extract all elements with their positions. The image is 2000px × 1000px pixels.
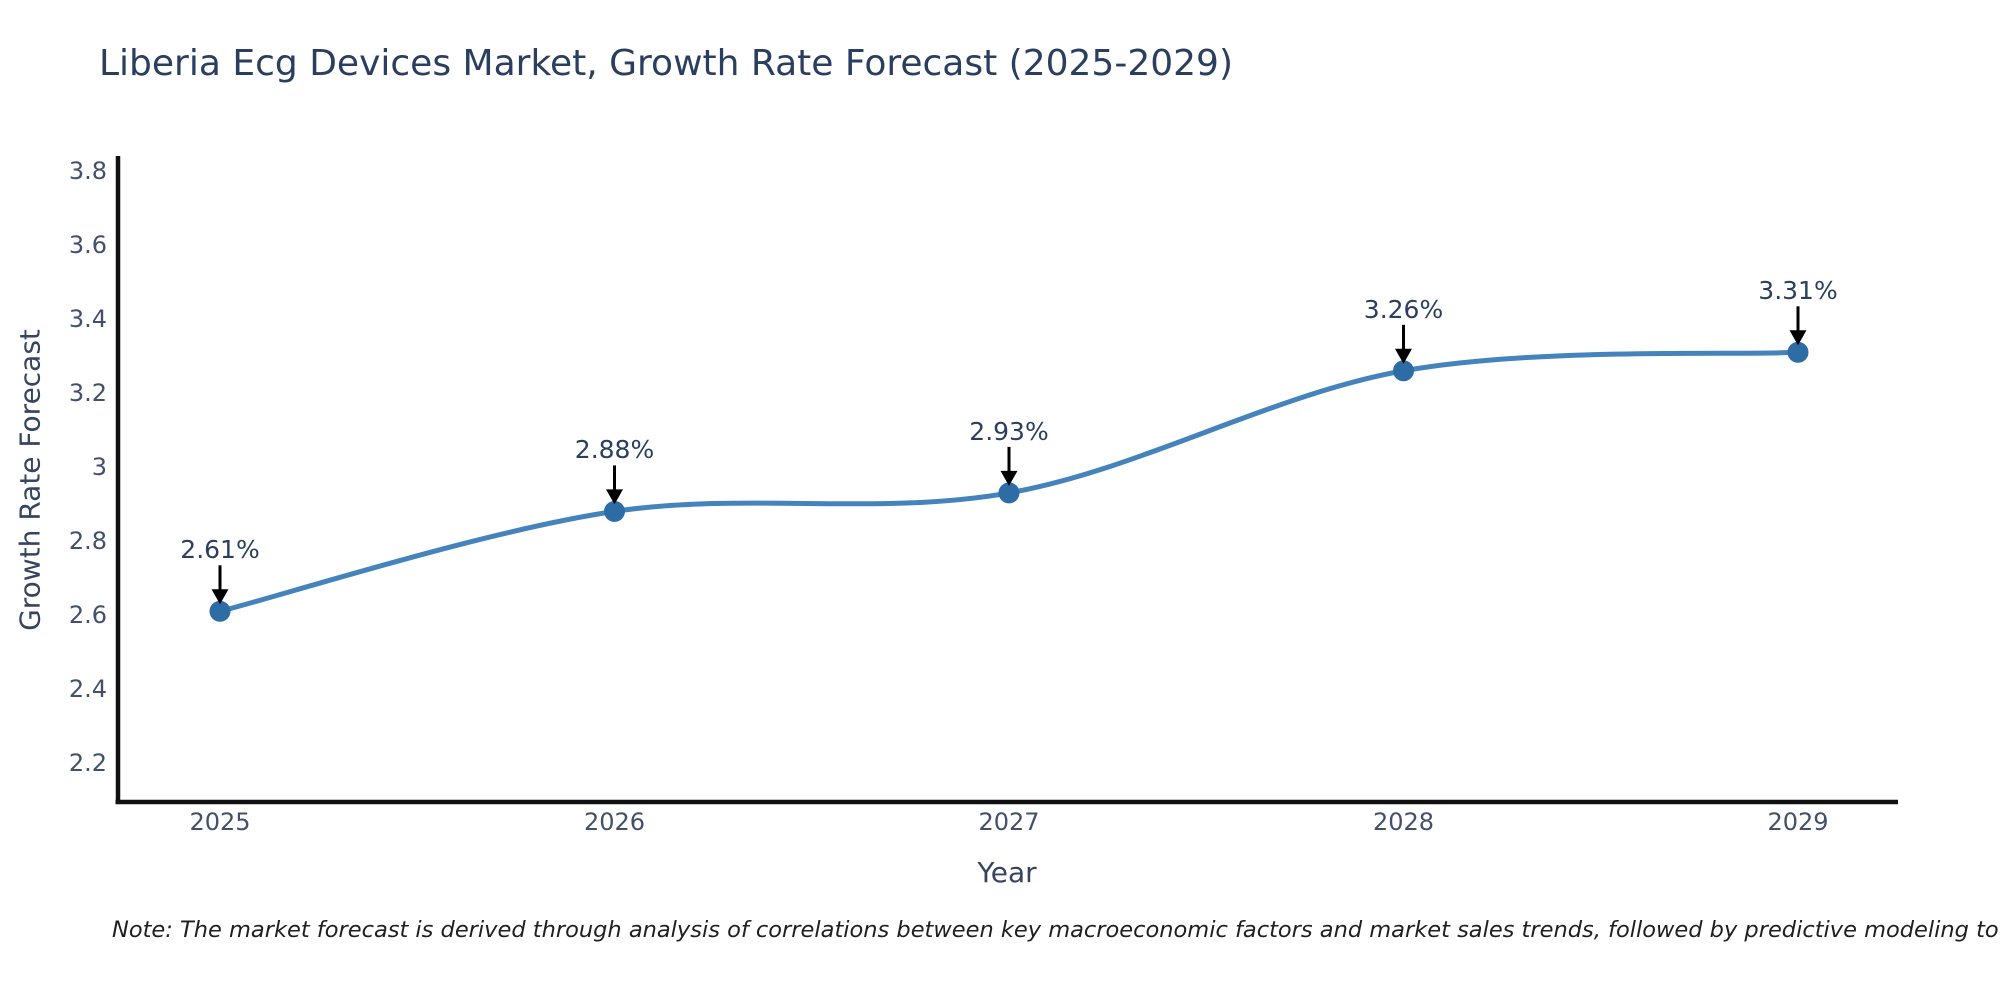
data-point-marker bbox=[1787, 341, 1809, 363]
axes bbox=[115, 156, 1898, 805]
data-point-value-label: 2.61% bbox=[180, 535, 260, 565]
data-point-value-label: 2.93% bbox=[969, 416, 1049, 446]
annotation-arrowhead-icon bbox=[1000, 470, 1018, 486]
x-axis-title: Year bbox=[977, 856, 1037, 889]
y-tick-label: 3.2 bbox=[68, 379, 107, 407]
y-tick-label: 2.4 bbox=[68, 675, 107, 703]
y-tick-label: 3 bbox=[91, 453, 107, 481]
line-series bbox=[209, 341, 1809, 622]
footnote: Note: The market forecast is derived thr… bbox=[112, 917, 2000, 943]
annotation-arrowhead-icon bbox=[1395, 348, 1412, 364]
data-point-marker bbox=[998, 482, 1020, 504]
data-point-marker bbox=[1393, 360, 1414, 382]
y-tick-label: 2.2 bbox=[68, 749, 107, 777]
x-tick-label: 2026 bbox=[583, 808, 646, 836]
data-point-marker bbox=[604, 500, 625, 522]
x-tick-label: 2025 bbox=[189, 808, 251, 836]
data-point-marker bbox=[209, 600, 231, 622]
annotation-arrowhead-icon bbox=[1789, 330, 1807, 346]
annotation-arrows bbox=[211, 306, 1807, 605]
y-tick-label: 3.6 bbox=[68, 231, 107, 259]
annotation-arrowhead-icon bbox=[211, 589, 229, 605]
data-point-value-label: 3.31% bbox=[1758, 276, 1838, 306]
y-tick-label: 2.6 bbox=[68, 601, 107, 629]
y-tick-label: 3.8 bbox=[68, 157, 107, 185]
x-tick-label: 2028 bbox=[1372, 808, 1435, 836]
data-point-value-label: 3.26% bbox=[1363, 294, 1444, 324]
x-tick-label: 2027 bbox=[978, 808, 1040, 836]
chart-title: Liberia Ecg Devices Market, Growth Rate … bbox=[99, 43, 1233, 84]
y-axis-title: Growth Rate Forecast bbox=[13, 329, 47, 631]
y-tick-label: 2.8 bbox=[68, 527, 107, 555]
data-point-value-label: 2.88% bbox=[574, 435, 655, 465]
y-tick-label: 3.4 bbox=[68, 305, 107, 333]
annotation-arrowhead-icon bbox=[606, 489, 623, 505]
x-tick-label: 2029 bbox=[1767, 808, 1829, 836]
